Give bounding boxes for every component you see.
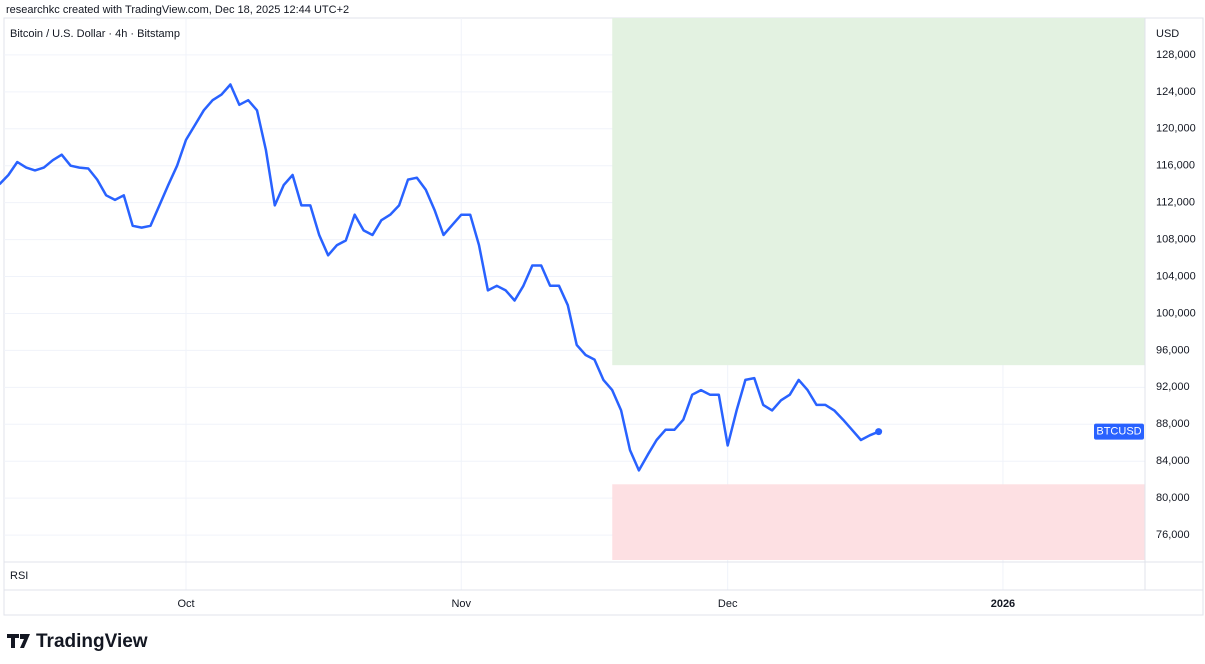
header: researchkc created with TradingView.com,… — [6, 4, 349, 16]
target-zone — [612, 484, 1145, 560]
chart-frame — [3, 17, 1204, 616]
y-tick-label: 128,000 — [1156, 49, 1196, 61]
last-price-dot — [875, 428, 883, 436]
y-tick-label: 120,000 — [1156, 123, 1196, 135]
x-tick-label: Nov — [451, 598, 471, 610]
y-tick-label: 96,000 — [1156, 344, 1190, 356]
price-label-box — [1094, 423, 1144, 440]
y-tick-label: 112,000 — [1156, 197, 1195, 209]
y-tick-label: 116,000 — [1156, 160, 1195, 172]
y-tick-label: 76,000 — [1156, 529, 1190, 541]
y-tick-label: 84,000 — [1156, 455, 1190, 467]
price-label: BTCUSD — [1096, 426, 1141, 438]
y-tick-label: 100,000 — [1156, 307, 1196, 319]
x-tick-label: 2026 — [991, 598, 1015, 610]
symbol-title: Bitcoin / U.S. Dollar · 4h · Bitstamp — [10, 28, 180, 40]
logo-icon — [7, 634, 30, 648]
y-tick-label: 108,000 — [1156, 234, 1196, 246]
price-line — [0, 83, 880, 472]
y-tick-label: 124,000 — [1156, 86, 1196, 98]
logo: TradingView — [36, 631, 148, 652]
y-axis-label: USD — [1156, 28, 1179, 40]
target-zone — [612, 18, 1145, 366]
y-tick-label: 80,000 — [1156, 492, 1190, 504]
y-tick-label: 88,000 — [1156, 418, 1190, 430]
pane-label: RSI — [10, 570, 28, 582]
y-tick-label: 104,000 — [1156, 270, 1196, 282]
y-tick-label: 92,000 — [1156, 381, 1190, 393]
x-tick-label: Oct — [177, 598, 194, 610]
x-tick-label: Dec — [718, 598, 738, 610]
